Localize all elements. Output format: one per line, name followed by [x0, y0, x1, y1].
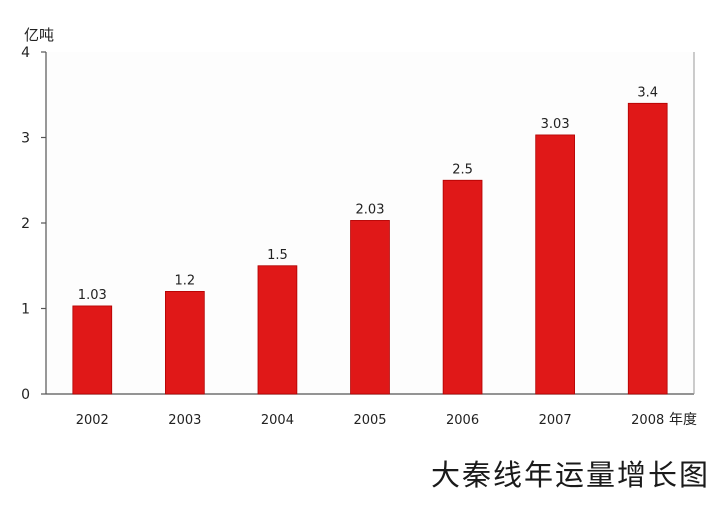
y-tick-label: 0	[21, 387, 30, 403]
y-tick-label: 2	[21, 216, 30, 232]
bar-2003	[165, 290, 205, 395]
bar-2008	[627, 102, 668, 395]
x-tick-label-2008: 2008	[631, 413, 664, 428]
bar-2006	[442, 179, 483, 395]
x-tick-label-2007: 2007	[539, 413, 572, 428]
x-axis-label: 年度	[669, 412, 697, 428]
x-tick-label-2003: 2003	[168, 413, 201, 428]
data-label-2003: 1.2	[175, 273, 196, 288]
y-tick-label: 3	[21, 131, 30, 147]
data-label-2005: 2.03	[356, 202, 385, 217]
x-tick-label-2006: 2006	[446, 413, 479, 428]
x-tick-label-2002: 2002	[76, 413, 109, 428]
data-label-2006: 2.5	[452, 162, 473, 177]
y-axis-label: 亿吨	[24, 26, 54, 44]
x-tick-label-2005: 2005	[353, 413, 386, 428]
data-label-2007: 3.03	[541, 117, 570, 132]
data-label-2002: 1.03	[78, 288, 107, 303]
bar-2004	[257, 265, 298, 395]
bar-2007	[535, 134, 575, 395]
bar-2005	[350, 220, 390, 395]
y-tick-label: 1	[21, 302, 30, 318]
x-tick-label-2004: 2004	[261, 413, 294, 428]
bar-2002	[72, 305, 113, 395]
data-label-2008: 3.4	[637, 85, 658, 100]
data-label-2004: 1.5	[267, 248, 288, 263]
y-tick-label: 4	[21, 45, 30, 61]
chart-title: 大秦线年运量增长图	[430, 458, 710, 492]
